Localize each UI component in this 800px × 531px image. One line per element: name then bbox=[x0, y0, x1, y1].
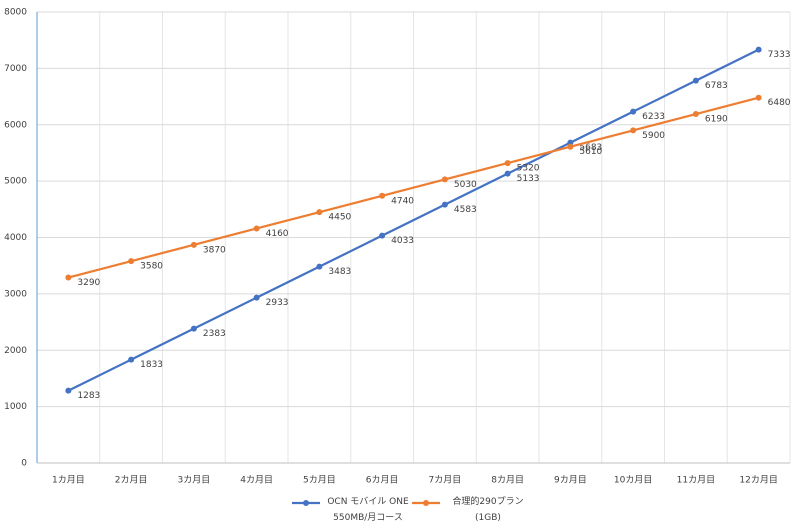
x-tick-label: 5カ月目 bbox=[303, 475, 336, 486]
y-tick-label: 5000 bbox=[4, 177, 27, 187]
data-label: 2383 bbox=[203, 329, 226, 339]
y-tick-label: 7000 bbox=[4, 64, 27, 74]
legend-entry: 合理的290プラン (1GB) bbox=[452, 497, 524, 523]
x-tick-label: 8カ月目 bbox=[491, 475, 524, 486]
series-line bbox=[68, 96, 759, 279]
point bbox=[692, 111, 699, 118]
x-tick-label: 2カ月目 bbox=[115, 475, 148, 486]
point bbox=[379, 192, 386, 199]
point bbox=[65, 387, 72, 394]
data-label: 5133 bbox=[517, 174, 540, 184]
point bbox=[316, 263, 323, 270]
x-tick-label: 1カ月目 bbox=[52, 475, 85, 486]
data-label: 4740 bbox=[391, 196, 414, 206]
x-tick-label: 4カ月目 bbox=[240, 475, 273, 486]
data-label: 3290 bbox=[77, 278, 100, 288]
data-label: 6783 bbox=[705, 81, 728, 91]
data-label: 7333 bbox=[768, 50, 791, 60]
data-label: 3483 bbox=[328, 267, 351, 277]
legend-marker bbox=[303, 500, 309, 506]
x-tick-label: 7カ月目 bbox=[429, 475, 462, 486]
data-label: 6480 bbox=[768, 98, 791, 108]
data-label: 5683 bbox=[579, 143, 602, 153]
data-label: 5030 bbox=[454, 180, 477, 190]
point bbox=[379, 232, 386, 239]
data-label: 3580 bbox=[140, 262, 163, 272]
point bbox=[316, 209, 323, 216]
data-label: 1283 bbox=[77, 391, 100, 401]
point bbox=[253, 225, 260, 232]
y-tick-label: 1000 bbox=[4, 402, 27, 412]
legend-marker bbox=[423, 500, 429, 506]
point bbox=[190, 325, 197, 332]
point bbox=[755, 94, 762, 101]
x-tick-label: 3カ月目 bbox=[178, 475, 211, 486]
point bbox=[630, 127, 637, 134]
point bbox=[441, 201, 448, 208]
point bbox=[128, 356, 135, 363]
data-label: 4033 bbox=[391, 236, 414, 246]
data-label: 4450 bbox=[328, 213, 351, 223]
point bbox=[441, 176, 448, 183]
point bbox=[755, 46, 762, 53]
x-tick-label: 9カ月目 bbox=[554, 475, 587, 486]
data-label: 3870 bbox=[203, 245, 226, 255]
x-tick-label: 10カ月目 bbox=[614, 475, 652, 486]
point bbox=[630, 108, 637, 115]
data-label: 6233 bbox=[642, 112, 665, 122]
y-tick-label: 4000 bbox=[4, 233, 27, 243]
series-line bbox=[67, 48, 760, 392]
point bbox=[504, 160, 511, 167]
y-tick-label: 2000 bbox=[4, 346, 27, 356]
y-tick-label: 8000 bbox=[4, 8, 27, 18]
data-label: 5900 bbox=[642, 131, 665, 141]
x-tick-label: 11カ月目 bbox=[677, 475, 715, 486]
point bbox=[253, 294, 260, 301]
data-label: 6190 bbox=[705, 115, 728, 125]
point bbox=[692, 77, 699, 84]
data-label: 2933 bbox=[266, 298, 289, 308]
x-tick-label: 12カ月目 bbox=[739, 475, 777, 486]
legend-label: 合理的290プラン (1GB) bbox=[452, 497, 524, 523]
point bbox=[65, 274, 72, 281]
legend-entry: OCN モバイル ONE 550MB/月コース bbox=[327, 497, 409, 523]
data-label: 5610 bbox=[579, 147, 602, 157]
y-tick-label: 6000 bbox=[4, 120, 27, 130]
point bbox=[504, 170, 511, 177]
point bbox=[128, 258, 135, 265]
point bbox=[567, 143, 574, 150]
data-label: 1833 bbox=[140, 360, 163, 370]
point bbox=[567, 139, 574, 146]
data-label: 4583 bbox=[454, 205, 477, 215]
y-tick-label: 0 bbox=[21, 459, 27, 469]
data-label: 5320 bbox=[517, 164, 540, 174]
point bbox=[190, 241, 197, 248]
data-label: 4160 bbox=[266, 229, 289, 239]
legend-label: OCN モバイル ONE 550MB/月コース bbox=[327, 497, 409, 523]
y-tick-label: 3000 bbox=[4, 289, 27, 299]
x-tick-label: 6カ月目 bbox=[366, 475, 399, 486]
